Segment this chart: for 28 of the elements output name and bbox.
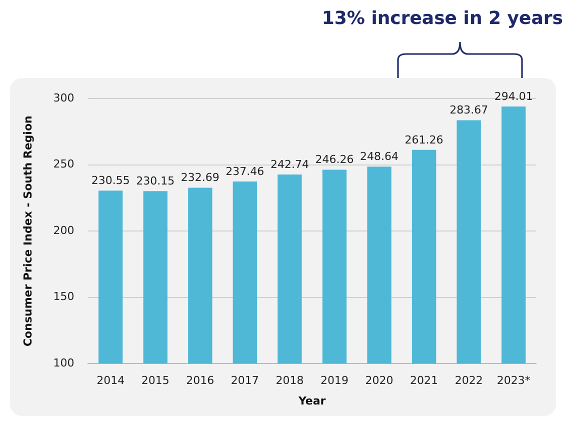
x-tick-label: 2016 [186, 374, 214, 388]
x-tick-label: 2019 [320, 374, 348, 388]
data-label: 283.67 [450, 104, 488, 117]
x-tick-label: 2017 [230, 374, 259, 388]
data-label: 261.26 [404, 133, 444, 146]
y-tick-label: 250 [53, 158, 74, 171]
data-label: 294.01 [494, 90, 533, 103]
data-label: 230.15 [136, 174, 175, 188]
data-label: 230.55 [91, 174, 130, 187]
x-tick-label: 2022 [454, 374, 483, 388]
y-tick-label: 300 [53, 91, 74, 104]
x-tick-label: 2018 [276, 374, 304, 388]
y-tick-label: 100 [53, 356, 74, 370]
data-label: 237.46 [226, 164, 264, 178]
x-axis-title: Year [297, 394, 326, 408]
x-tick-label: 2014 [96, 374, 125, 388]
x-tick-label: 2015 [141, 374, 170, 388]
text: 13% increase in 2 years [322, 8, 563, 29]
y-tick-label: 150 [53, 290, 74, 304]
data-label: 242.74 [270, 158, 309, 171]
y-tick-label: 200 [53, 224, 74, 237]
y-axis-title: Consumer Price Index - South Region [21, 116, 34, 347]
x-tick-label: 2021 [410, 374, 438, 388]
data-label: 246.26 [315, 153, 354, 166]
x-tick-label: 2023* [496, 374, 531, 388]
data-label: 248.64 [360, 150, 399, 164]
data-label: 232.69 [180, 171, 220, 184]
x-tick-label: 2020 [365, 374, 394, 388]
